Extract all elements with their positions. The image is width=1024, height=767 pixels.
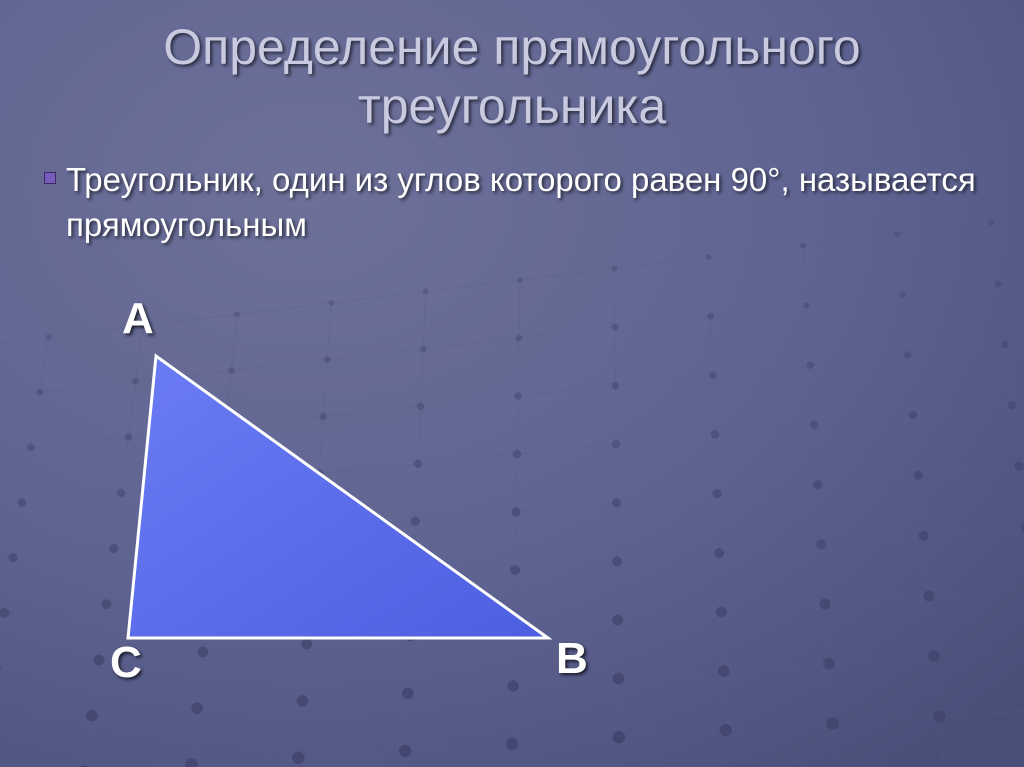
vertex-label-a: A	[122, 294, 154, 344]
vertex-label-c: C	[110, 638, 142, 688]
slide-body-text: Треугольник, один из углов которого раве…	[66, 158, 984, 247]
bullet-icon	[44, 172, 56, 184]
slide-title: Определение прямоугольного треугольника	[40, 18, 984, 136]
bullet-row: Треугольник, один из углов которого раве…	[40, 158, 984, 247]
triangle-figure: A C B	[60, 300, 680, 720]
right-triangle-shape	[128, 356, 548, 638]
vertex-label-b: B	[556, 634, 588, 684]
